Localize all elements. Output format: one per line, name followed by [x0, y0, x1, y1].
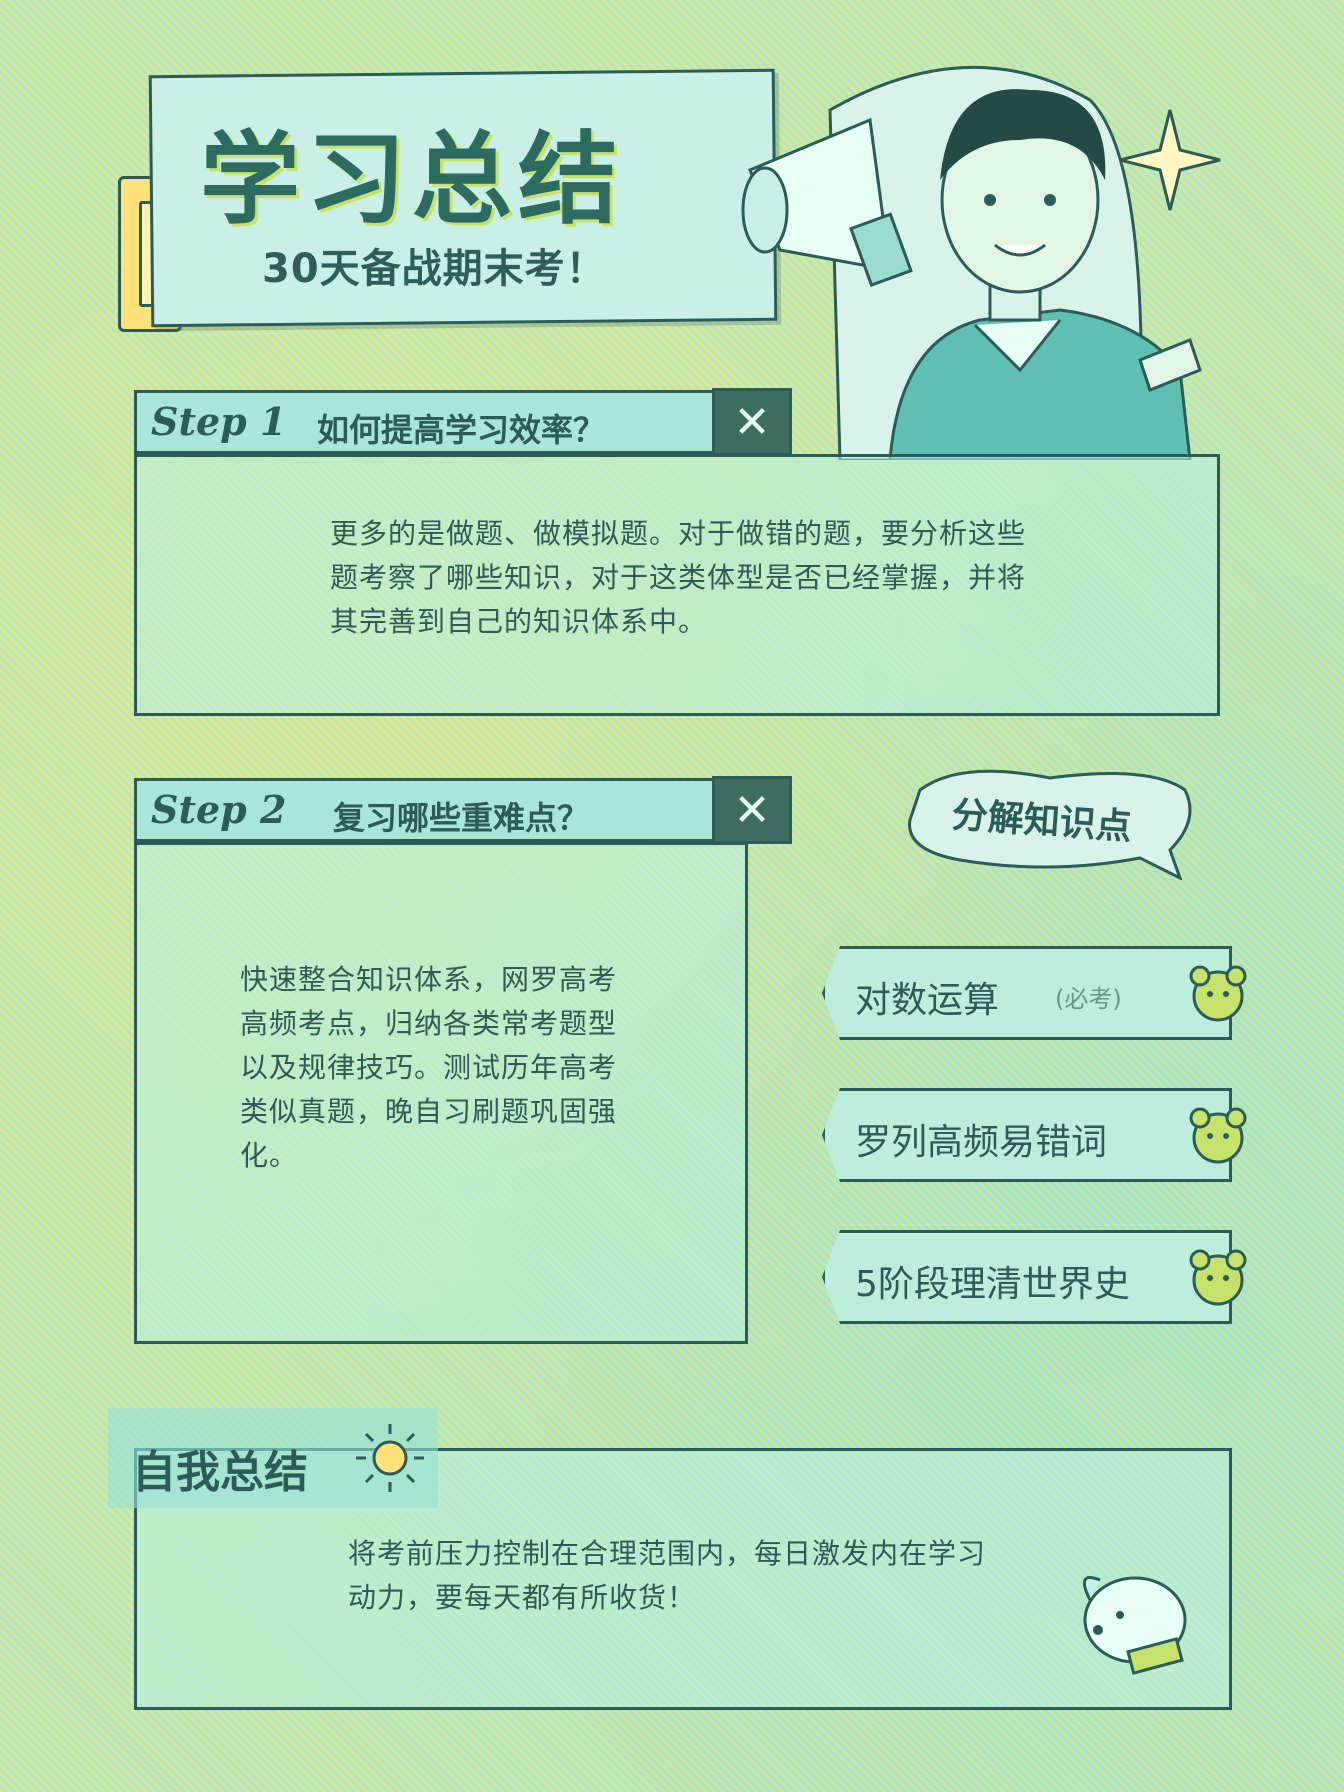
bear-icon: [1189, 965, 1247, 1022]
step2-panel: [134, 842, 748, 1344]
step2-body: 快速整合知识体系，网罗高考高频考点，归纳各类常考题型以及规律技巧。测试历年高考类…: [240, 963, 618, 1172]
sun-icon: [356, 1424, 424, 1492]
knowledge-item-label: 5阶段理清世界史: [855, 1264, 1130, 1305]
close-icon: ✕: [733, 784, 771, 836]
knowledge-item[interactable]: 5阶段理清世界史: [822, 1230, 1232, 1324]
knowledge-item[interactable]: 罗列高频易错词: [822, 1088, 1232, 1182]
step1-tag: Step 1: [151, 399, 287, 444]
knowledge-item-label: 对数运算: [855, 980, 1000, 1021]
speech-bubble: [908, 769, 1192, 880]
bear-icon: [1189, 1107, 1247, 1164]
close-icon: ✕: [733, 396, 771, 448]
page-subtitle: 30天备战期末考！: [262, 246, 607, 292]
knowledge-item-note: (必考): [1055, 985, 1122, 1013]
step2-question: 复习哪些重难点？: [333, 799, 590, 837]
step1-close-button[interactable]: ✕: [712, 388, 792, 456]
dog-icon: [1082, 1576, 1187, 1675]
summary-body: 将考前压力控制在合理范围内，每日激发内在学习动力，要每天都有所收货！: [348, 1537, 987, 1614]
bear-icon: [1189, 1249, 1247, 1306]
step2-tag: Step 2: [151, 787, 287, 832]
step1-panel: [134, 454, 1220, 716]
step2-header: Step 2 复习哪些重难点？: [134, 778, 722, 842]
knowledge-item[interactable]: 对数运算 (必考): [822, 946, 1232, 1040]
teacher-illustration: [741, 65, 1221, 460]
step2-close-button[interactable]: ✕: [712, 776, 792, 844]
step1-body: 更多的是做题、做模拟题。对于做错的题，要分析这些题考察了哪些知识，对于这类体型是…: [330, 517, 1027, 638]
summary-title: 自我总结: [132, 1447, 308, 1498]
page-title: 学习总结: [200, 121, 624, 238]
step1-question: 如何提高学习效率？: [317, 411, 606, 449]
step1-header: Step 1 如何提高学习效率？: [134, 390, 722, 454]
knowledge-item-label: 罗列高频易错词: [855, 1122, 1108, 1163]
